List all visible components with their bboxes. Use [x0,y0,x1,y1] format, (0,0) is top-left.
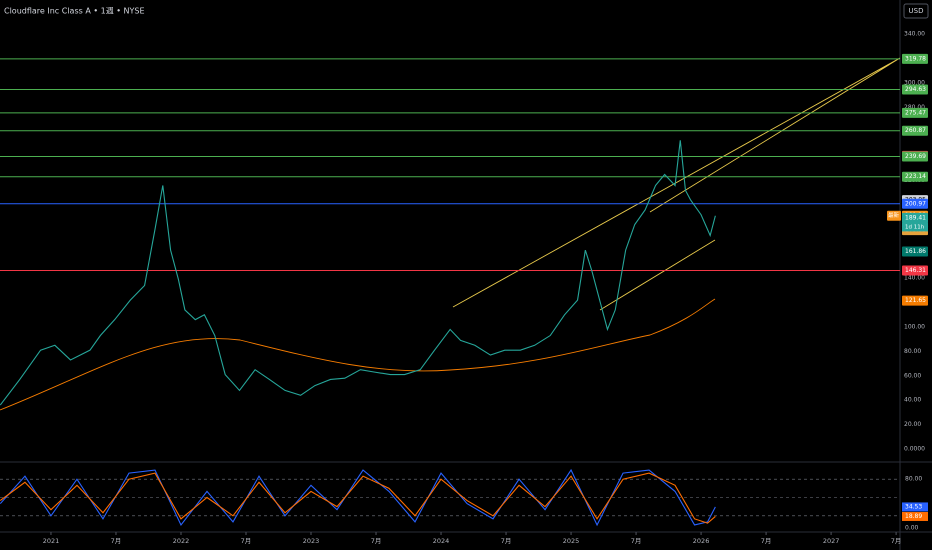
price-badge [902,198,928,209]
price-badge-label: 189.41 [905,214,926,221]
moving-average [0,298,716,411]
y-tick-label: 60.00 [904,372,921,379]
x-tick-label: 7月 [371,537,382,545]
y-tick-label: 40.00 [904,397,921,404]
symbol-title: Cloudflare Inc Class A • 1週 • NYSE [4,7,145,16]
x-tick-label: 7月 [241,537,252,545]
currency[interactable]: USD [909,7,924,15]
y-tick-label: 20.00 [904,421,921,428]
osc-badge [902,502,928,512]
osc-badge-label: 18.89 [905,513,922,520]
price-badge [902,53,928,64]
price-badge [902,151,928,162]
x-tick-label: 2025 [563,537,580,545]
y-tick-label: 140.00 [904,275,925,282]
osc-tick-label: 80.00 [905,476,922,483]
y-tick-label: 100.00 [904,323,925,330]
osc-badge [902,511,928,521]
y-tick-label: 340.00 [904,31,925,38]
countdown: 1d 11h [905,224,925,230]
price-badge-label: 260.87 [905,127,926,134]
x-tick-label: 7月 [891,537,902,545]
x-tick-label: 2021 [43,537,60,545]
osc-badge-label: 34.53 [905,503,922,510]
x-tick-label: 7月 [501,537,512,545]
x-tick-label: 7月 [111,537,122,545]
y-tick-label: 80.00 [904,348,921,355]
series-line [0,140,716,406]
price-badge [902,212,928,223]
x-tick-label: 7月 [761,537,772,545]
y-tick-label: 280.00 [904,104,925,111]
currency-button[interactable] [903,3,929,19]
x-tick-label: 2022 [173,537,190,545]
price-badge-label: 294.63 [905,86,926,93]
x-tick-label: 2027 [823,537,840,545]
price-badge [902,84,928,95]
price-badge-label: 121.65 [905,297,926,304]
x-tick-label: 2024 [433,537,450,545]
price-badge-label: 319.78 [905,55,926,62]
trend-line [452,57,901,311]
price-badge-label: 239.69 [905,153,926,160]
latest-tag-box [887,210,901,221]
price-badge-label: 161.86 [905,248,926,255]
y-tick-label: 300.00 [904,79,925,86]
price-badge-label: 200.97 [905,200,926,207]
x-tick-label: 7月 [631,537,642,545]
price-badge-label: 146.31 [905,267,926,274]
latest-tag: 最新 [888,211,900,219]
price-badge [902,295,928,306]
y-tick-label: 0.0000 [904,446,925,453]
series-line [0,468,716,527]
price-badge [902,246,928,257]
price-badge-label: 275.47 [905,109,926,116]
price-badge [902,125,928,136]
price-badge [902,265,928,276]
countdown-box [902,222,928,232]
x-tick-label: 2026 [693,537,710,545]
x-tick-label: 2023 [303,537,320,545]
series-line [0,472,716,524]
price-badge [902,171,928,182]
price-badge-label: 223.14 [905,173,926,180]
price-badge [902,107,928,118]
osc-tick-label: 0.00 [905,525,919,532]
